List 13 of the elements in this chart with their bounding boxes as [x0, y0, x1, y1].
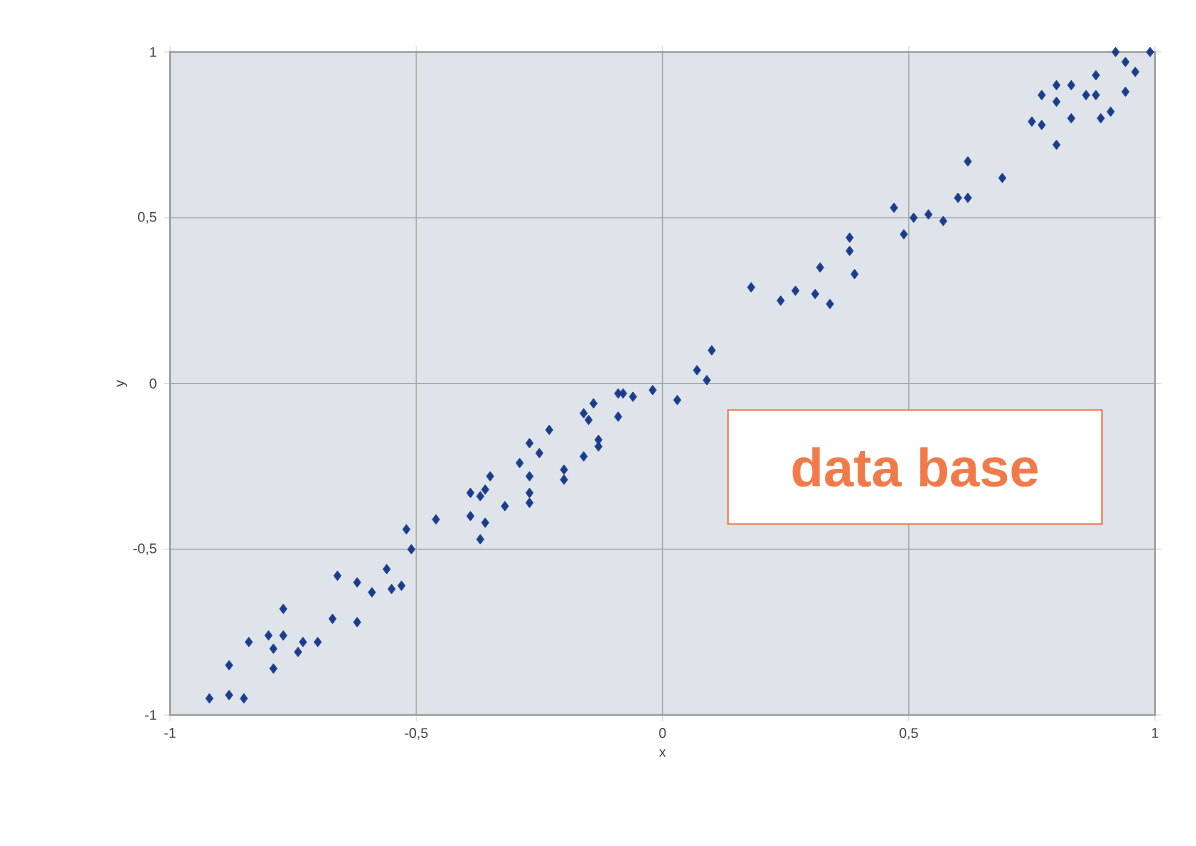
x-axis-title: x: [659, 749, 666, 757]
y-tick-label: 1: [150, 47, 157, 57]
y-tick-label: 0: [149, 378, 157, 389]
y-tick-label: -1: [145, 710, 157, 720]
y-tick-label: 0,5: [138, 211, 157, 224]
x-tick-label: -1: [164, 728, 176, 738]
x-tick-label: 0: [659, 728, 666, 738]
x-tick-label: -0,5: [404, 728, 428, 740]
y-axis-title: y: [116, 380, 128, 387]
x-tick-label: 1: [1152, 728, 1159, 738]
y-tick-label: -0,5: [133, 543, 157, 556]
x-tick-label: 0,5: [899, 728, 918, 740]
annotation: data base: [792, 447, 1038, 487]
